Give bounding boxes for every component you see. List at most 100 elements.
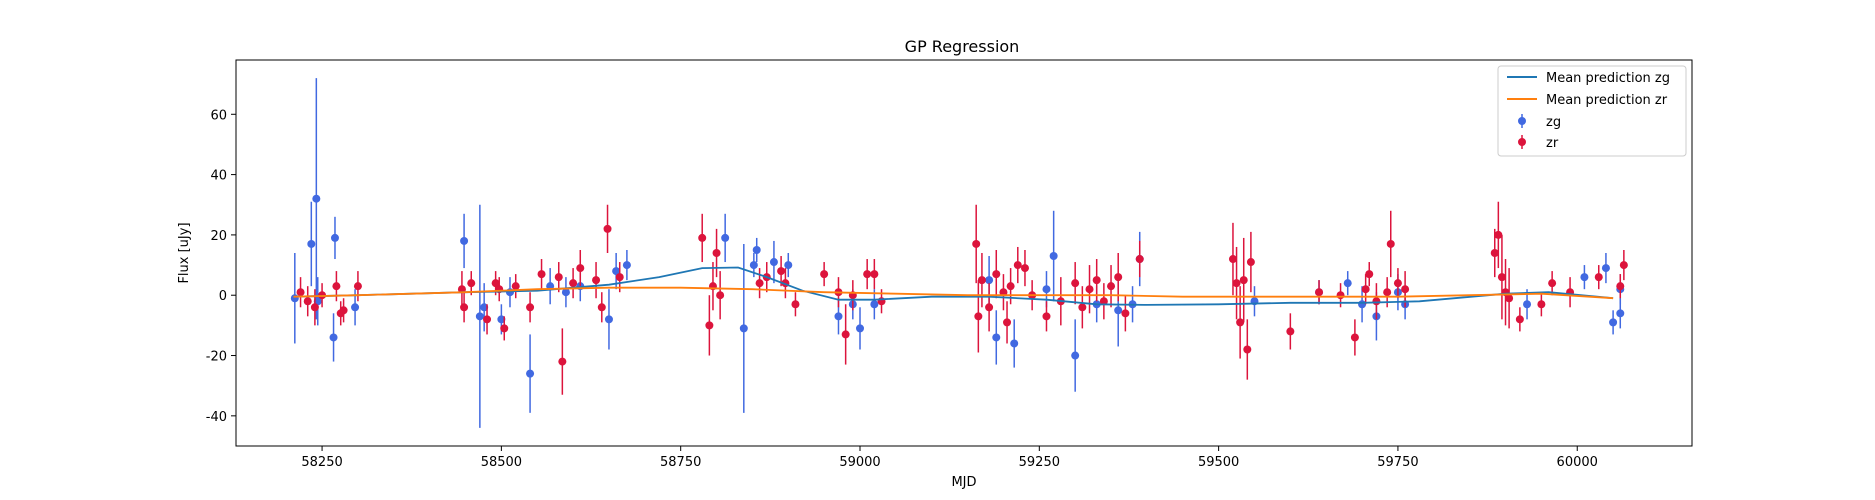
data-point-zr xyxy=(1491,249,1499,257)
data-point-zr xyxy=(1394,279,1402,287)
data-point-zg xyxy=(1602,264,1610,272)
data-point-zr xyxy=(1383,288,1391,296)
data-point-zr xyxy=(354,282,362,290)
legend: Mean prediction zg Mean prediction zr zg… xyxy=(1498,66,1686,156)
data-point-zg xyxy=(753,246,761,254)
x-axis-label: MJD xyxy=(951,475,976,490)
plot-area xyxy=(236,60,1692,446)
data-point-zr xyxy=(1236,318,1244,326)
data-point-zr xyxy=(713,249,721,257)
y-tick-label: -20 xyxy=(206,350,227,365)
data-point-zr xyxy=(1494,231,1502,239)
x-tick-label: 58750 xyxy=(660,455,701,470)
data-point-zr xyxy=(1136,255,1144,263)
data-point-zg xyxy=(1358,300,1366,308)
data-point-zg xyxy=(351,303,359,311)
data-point-zg xyxy=(605,315,613,323)
data-point-zg xyxy=(1523,300,1531,308)
data-point-zr xyxy=(716,291,724,299)
x-tick-label: 58250 xyxy=(301,455,342,470)
data-point-zr xyxy=(974,312,982,320)
data-point-zg xyxy=(1616,309,1624,317)
legend-label-mean-zg: Mean prediction zg xyxy=(1546,71,1670,86)
data-point-zg xyxy=(291,294,299,302)
data-point-zr xyxy=(1498,273,1506,281)
data-point-zg xyxy=(740,324,748,332)
y-tick-label: 40 xyxy=(210,169,227,184)
data-point-zg xyxy=(1050,252,1058,260)
x-tick-label: 60000 xyxy=(1557,455,1598,470)
data-point-zg xyxy=(1344,279,1352,287)
data-point-zg xyxy=(856,324,864,332)
data-point-zg xyxy=(1114,306,1122,314)
data-point-zr xyxy=(598,303,606,311)
data-point-zr xyxy=(1042,312,1050,320)
data-point-zr xyxy=(1229,255,1237,263)
data-point-zg xyxy=(526,370,534,378)
data-point-zr xyxy=(483,315,491,323)
data-point-zr xyxy=(842,330,850,338)
data-point-zg xyxy=(985,276,993,284)
data-point-zg xyxy=(1010,339,1018,347)
data-point-zg xyxy=(1042,285,1050,293)
data-point-zr xyxy=(1372,297,1380,305)
data-point-zg xyxy=(870,300,878,308)
data-point-zr xyxy=(558,358,566,366)
data-point-zr xyxy=(1240,276,1248,284)
data-point-zg xyxy=(1580,273,1588,281)
data-point-zg xyxy=(623,261,631,269)
data-point-zg xyxy=(330,333,338,341)
data-point-zr xyxy=(1078,303,1086,311)
data-point-zr xyxy=(1247,258,1255,266)
data-point-zg xyxy=(460,237,468,245)
data-point-zr xyxy=(576,264,584,272)
data-point-zr xyxy=(870,270,878,278)
data-point-zg xyxy=(312,195,320,203)
x-tick-label: 58500 xyxy=(481,455,522,470)
y-tick-label: 0 xyxy=(219,289,227,304)
data-point-zg xyxy=(1071,352,1079,360)
data-point-zr xyxy=(526,303,534,311)
data-point-zr xyxy=(460,303,468,311)
data-point-zr xyxy=(972,240,980,248)
data-point-zr xyxy=(569,279,577,287)
data-point-zg xyxy=(770,258,778,266)
data-point-zr xyxy=(1595,273,1603,281)
data-point-zr xyxy=(992,270,1000,278)
data-point-zg xyxy=(307,240,315,248)
data-point-zr xyxy=(698,234,706,242)
data-point-zr xyxy=(616,273,624,281)
data-point-zr xyxy=(297,288,305,296)
data-point-zr xyxy=(1516,315,1524,323)
data-point-zg xyxy=(476,312,484,320)
data-point-zr xyxy=(863,270,871,278)
data-point-zr xyxy=(756,279,764,287)
data-point-zr xyxy=(1014,261,1022,269)
legend-label-mean-zr: Mean prediction zr xyxy=(1546,93,1668,108)
data-point-zg xyxy=(750,261,758,269)
x-tick-label: 59250 xyxy=(1019,455,1060,470)
data-point-zr xyxy=(1243,346,1251,354)
data-point-zr xyxy=(1537,300,1545,308)
data-point-zg xyxy=(721,234,729,242)
legend-marker-zr xyxy=(1518,138,1526,146)
data-point-zr xyxy=(1362,285,1370,293)
data-point-zr xyxy=(791,300,799,308)
y-tick-label: -40 xyxy=(206,410,227,425)
data-point-zr xyxy=(1086,285,1094,293)
data-point-zr xyxy=(1107,282,1115,290)
data-point-zr xyxy=(1387,240,1395,248)
legend-marker-zg xyxy=(1518,117,1526,125)
data-point-zr xyxy=(1071,279,1079,287)
data-point-zr xyxy=(1401,285,1409,293)
data-point-zr xyxy=(1007,282,1015,290)
data-point-zr xyxy=(604,225,612,233)
data-point-zr xyxy=(978,276,986,284)
data-point-zg xyxy=(834,312,842,320)
data-point-zr xyxy=(705,321,713,329)
x-tick-label: 59000 xyxy=(839,455,880,470)
data-point-zr xyxy=(1365,270,1373,278)
data-point-zr xyxy=(1548,279,1556,287)
data-point-zr xyxy=(512,282,520,290)
data-point-zg xyxy=(331,234,339,242)
